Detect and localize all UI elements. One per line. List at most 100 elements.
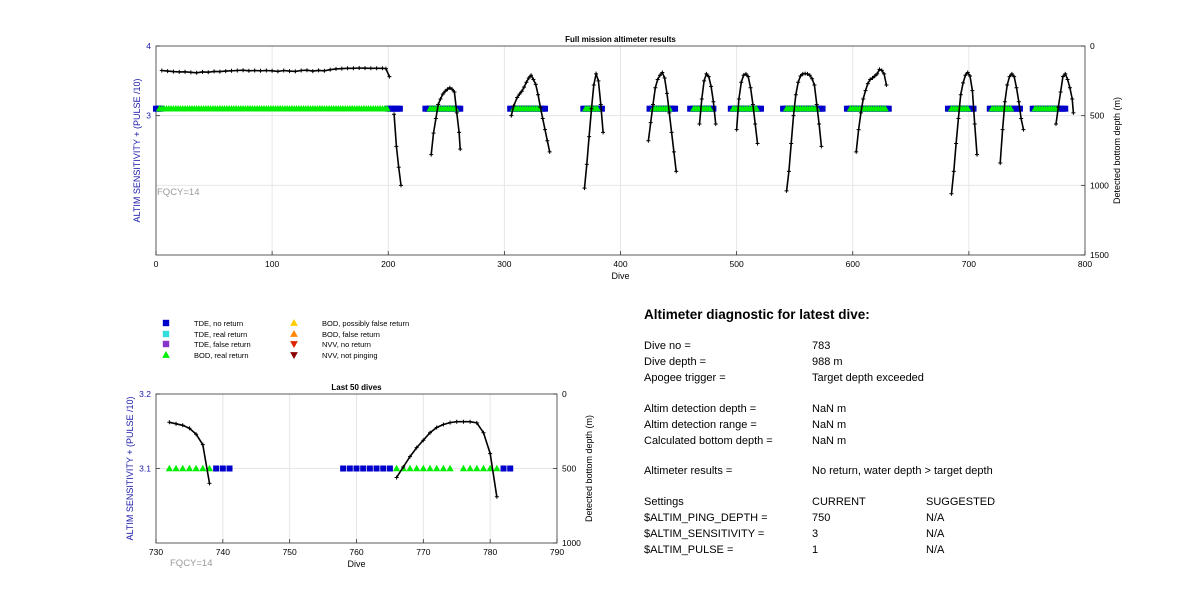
- data-marker: [672, 105, 679, 112]
- depth-point: [664, 91, 669, 96]
- depth-point: [396, 165, 401, 170]
- depth-point: [750, 102, 755, 107]
- data-marker: [752, 104, 760, 112]
- legend-label: NVV, no return: [322, 340, 371, 349]
- diagnostic-suggested: SUGGESTED: [926, 496, 996, 508]
- data-marker: [542, 105, 549, 112]
- depth-point: [858, 110, 863, 115]
- depth-point: [433, 116, 438, 121]
- diagnostic-label: $ALTIM_SENSITIVITY =: [644, 528, 765, 540]
- diagnostic-suggested: N/A: [926, 528, 945, 540]
- depth-point: [819, 144, 824, 149]
- diagnostic-value: NaN m: [812, 435, 847, 447]
- depth-point: [704, 71, 709, 76]
- depth-point: [657, 73, 662, 78]
- depth-point: [447, 85, 452, 90]
- depth-point: [434, 425, 439, 430]
- depth-line: [950, 71, 978, 194]
- depth-point: [582, 186, 587, 191]
- depth-point: [529, 73, 534, 78]
- depth-point: [494, 494, 499, 499]
- data-marker: [507, 465, 514, 472]
- depth-point: [481, 430, 486, 435]
- depth-point: [807, 73, 812, 78]
- depth-point: [368, 66, 373, 71]
- depth-point: [709, 84, 714, 89]
- depth-point: [961, 80, 966, 85]
- diagnostic-label: Calculated bottom depth =: [644, 435, 773, 447]
- data-marker: [360, 465, 367, 472]
- depth-point: [646, 138, 651, 143]
- depth-point: [287, 69, 292, 74]
- depth-point: [206, 70, 211, 75]
- y-tick-label: 4: [146, 41, 151, 51]
- depth-point: [796, 80, 801, 85]
- depth-point: [713, 122, 718, 127]
- legend-label: TDE, false return: [194, 340, 251, 349]
- x-tick-label: 770: [416, 547, 430, 557]
- depth-point: [975, 152, 980, 157]
- y2-axis-label: Detected bottom depth (m): [1112, 97, 1122, 204]
- legend-label: BOD, possibly false return: [322, 319, 410, 328]
- y2-tick-label: 1000: [1090, 180, 1109, 190]
- data-marker: [493, 464, 501, 472]
- depth-point: [706, 74, 711, 79]
- depth-point: [543, 127, 548, 132]
- legend-label: TDE, no return: [194, 319, 244, 328]
- depth-point: [1065, 77, 1070, 82]
- depth-point: [791, 113, 796, 118]
- depth-point: [702, 78, 707, 83]
- depth-point: [440, 92, 445, 97]
- depth-point: [194, 70, 199, 75]
- fqcy-annotation: FQCY=14: [157, 187, 200, 198]
- depth-point: [1007, 74, 1012, 79]
- diagnostic-value: 988 m: [812, 356, 843, 368]
- depth-point: [177, 69, 182, 74]
- depth-point: [217, 69, 222, 74]
- data-marker: [1007, 104, 1015, 112]
- data-marker: [192, 464, 200, 472]
- depth-point: [536, 92, 541, 97]
- depth-point: [671, 149, 676, 154]
- depth-point: [200, 442, 205, 447]
- depth-point: [351, 66, 356, 71]
- y-axis-label: ALTIM SENSITIVITY + (PULSE /10): [132, 79, 142, 223]
- depth-point: [229, 68, 234, 73]
- depth-point: [509, 113, 514, 118]
- depth-point: [817, 122, 822, 127]
- diagnostic-value: 3: [812, 528, 819, 540]
- depth-point: [856, 127, 861, 132]
- data-marker: [373, 465, 380, 472]
- depth-point: [264, 68, 269, 73]
- data-marker: [219, 465, 226, 472]
- depth-point: [865, 81, 870, 86]
- depth-point: [884, 83, 889, 88]
- depth-point: [488, 451, 493, 456]
- depth-point: [877, 67, 882, 72]
- x-tick-label: 700: [962, 259, 976, 269]
- depth-point: [252, 68, 257, 73]
- depth-point: [401, 465, 406, 470]
- x-tick-label: 800: [1078, 259, 1092, 269]
- depth-point: [180, 423, 185, 428]
- y-tick-label: 3.2: [139, 389, 151, 399]
- x-tick-label: 400: [613, 259, 627, 269]
- x-tick-label: 500: [730, 259, 744, 269]
- depth-point: [956, 116, 961, 121]
- depth-point: [461, 419, 466, 424]
- depth-point: [594, 71, 599, 76]
- depth-point: [965, 70, 970, 75]
- depth-point: [345, 66, 350, 71]
- data-marker: [386, 465, 393, 472]
- depth-point: [814, 102, 819, 107]
- data-marker: [185, 464, 194, 472]
- y2-tick-label: 0: [1090, 41, 1095, 51]
- depth-point: [949, 191, 954, 196]
- data-marker: [383, 104, 391, 112]
- depth-point: [868, 77, 873, 82]
- diagnostic-row: Dive no = 783: [644, 340, 1164, 356]
- depth-point: [310, 69, 315, 74]
- depth-point: [1009, 71, 1014, 76]
- depth-point: [374, 66, 379, 71]
- depth-point: [452, 89, 457, 94]
